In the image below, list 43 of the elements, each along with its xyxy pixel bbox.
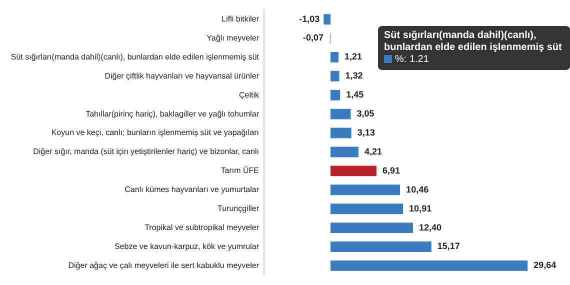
bar bbox=[330, 52, 339, 62]
y-tick-label: Diğer ağaç ve çalı meyveleri ile sert kabuklu meyveler bbox=[68, 260, 260, 270]
bar bbox=[330, 146, 358, 158]
data-label: 10,46 bbox=[406, 184, 429, 194]
y-tick-label: Sebze ve kavun-karpuz, kök ve yumrular bbox=[114, 242, 260, 251]
bar bbox=[330, 222, 413, 234]
data-label: 3,05 bbox=[356, 108, 374, 119]
bar bbox=[330, 70, 340, 82]
y-tick-label: Çeltik bbox=[238, 90, 260, 100]
y-tick-label: Tropikal ve subtropikal meyveler bbox=[144, 223, 260, 232]
bar bbox=[324, 14, 330, 24]
data-label: 3,13 bbox=[357, 128, 375, 138]
y-tick-label: Tahıllar(pirinç hariç), baklagiller ve yağlı tohumlar bbox=[86, 109, 260, 118]
y-tick-label: Turunçgiller bbox=[218, 204, 260, 214]
bar bbox=[330, 260, 528, 271]
bar bbox=[330, 204, 404, 214]
data-label: 15,17 bbox=[437, 241, 460, 252]
annotation: %: 1.21 bbox=[394, 54, 430, 66]
annotation: Süt sığırları(manda dahil)(canlı), bunlardan elde edilen işlenmemiş süt bbox=[384, 30, 563, 54]
y-tick-label: Süt sığırları(manda dahil)(canlı), bunlardan elde edilen işlenmemiş süt bbox=[10, 52, 260, 62]
data-label: 10,91 bbox=[409, 203, 432, 214]
y-tick-label: Koyun ve keçi, canlı; bunların işlenmemiş süt ve yapağıları bbox=[51, 128, 259, 138]
bar bbox=[330, 242, 432, 252]
y-tick-label: Yağlı meyveler bbox=[206, 33, 260, 42]
y-tick-label: Tarım ÜFE bbox=[220, 166, 259, 176]
data-label: -0,07 bbox=[302, 32, 324, 43]
data-label: 6,91 bbox=[382, 165, 400, 176]
y-tick-label: Lifli bitkiler bbox=[222, 14, 260, 24]
data-label: 1,32 bbox=[345, 70, 363, 81]
bar bbox=[330, 108, 351, 120]
bar bbox=[330, 90, 340, 100]
data-label: 1,21 bbox=[344, 52, 362, 62]
data-label: -1,03 bbox=[299, 14, 320, 24]
bar bbox=[330, 128, 352, 138]
y-tick-label: Canlı kümes hayvanları ve yumurtalar bbox=[124, 185, 260, 194]
data-label: 29,64 bbox=[534, 260, 556, 270]
y-tick-label: Diğer çiftlik hayvanları ve hayvansal ürünler bbox=[104, 71, 260, 80]
data-label: 12,40 bbox=[418, 222, 442, 232]
bar bbox=[330, 184, 400, 196]
data-label: 1,45 bbox=[346, 90, 364, 100]
y-tick-label: Diğer sığır, manda (süt için yetiştirilenler hariç) ve bizonlar, canlı bbox=[33, 147, 259, 156]
bar bbox=[330, 166, 376, 176]
data-label: 4,21 bbox=[364, 146, 382, 156]
